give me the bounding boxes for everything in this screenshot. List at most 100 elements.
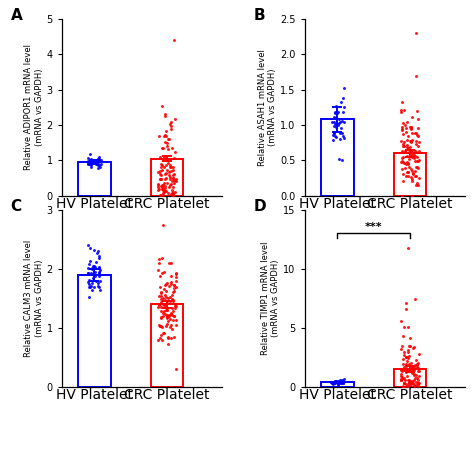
Point bbox=[409, 129, 416, 137]
Point bbox=[415, 360, 422, 367]
Bar bbox=[321, 119, 354, 196]
Point bbox=[162, 131, 169, 139]
Point bbox=[156, 322, 164, 330]
Point bbox=[160, 307, 167, 314]
Point bbox=[331, 109, 338, 116]
Point bbox=[399, 383, 407, 391]
Point bbox=[155, 185, 163, 193]
Point bbox=[412, 137, 419, 144]
Point bbox=[156, 168, 164, 175]
Point bbox=[409, 369, 416, 377]
Point bbox=[413, 360, 421, 368]
Point bbox=[329, 136, 337, 143]
Point bbox=[161, 187, 169, 195]
Point bbox=[338, 129, 346, 137]
Point bbox=[167, 180, 175, 188]
Point bbox=[397, 375, 405, 383]
Point bbox=[96, 155, 103, 163]
Point bbox=[336, 118, 344, 126]
Point bbox=[413, 179, 421, 187]
Point bbox=[412, 163, 420, 171]
Point bbox=[86, 160, 93, 168]
Point bbox=[406, 137, 414, 144]
Point bbox=[84, 157, 91, 165]
Text: A: A bbox=[10, 8, 22, 23]
Point bbox=[332, 134, 340, 141]
Point bbox=[157, 175, 165, 183]
Point bbox=[166, 294, 173, 301]
Point bbox=[159, 144, 166, 152]
Point bbox=[414, 380, 421, 388]
Point bbox=[404, 382, 411, 390]
Point bbox=[411, 172, 419, 180]
Point bbox=[94, 161, 101, 169]
Text: B: B bbox=[254, 8, 265, 23]
Point bbox=[93, 160, 100, 168]
Point bbox=[407, 379, 414, 387]
Point bbox=[159, 185, 166, 193]
Point bbox=[172, 176, 179, 184]
Bar bbox=[394, 370, 427, 387]
Point bbox=[399, 170, 407, 177]
Point bbox=[159, 255, 166, 262]
Point bbox=[156, 170, 164, 178]
Point bbox=[170, 188, 177, 195]
Point bbox=[415, 368, 422, 375]
Point bbox=[406, 379, 413, 387]
Point bbox=[162, 127, 170, 135]
Point bbox=[401, 165, 409, 172]
Point bbox=[95, 263, 103, 270]
Point bbox=[93, 158, 101, 166]
Point bbox=[328, 118, 336, 126]
Point bbox=[95, 270, 103, 277]
Point bbox=[338, 156, 346, 164]
Point bbox=[413, 374, 421, 381]
Point bbox=[406, 123, 413, 131]
Point bbox=[399, 367, 406, 375]
Point bbox=[331, 120, 338, 128]
Point bbox=[401, 366, 408, 374]
Point bbox=[414, 182, 421, 189]
Point bbox=[154, 169, 162, 176]
Point bbox=[155, 181, 162, 189]
Point bbox=[94, 282, 101, 289]
Point bbox=[399, 158, 406, 166]
Point bbox=[158, 269, 165, 277]
Point bbox=[414, 364, 421, 372]
Point bbox=[157, 292, 165, 299]
Point bbox=[327, 378, 335, 385]
Point bbox=[331, 122, 338, 129]
Point bbox=[415, 350, 423, 357]
Point bbox=[340, 84, 347, 92]
Point bbox=[408, 173, 415, 180]
Point bbox=[163, 306, 171, 313]
Point bbox=[406, 155, 413, 162]
Point bbox=[94, 250, 101, 257]
Point bbox=[331, 110, 338, 117]
Point bbox=[398, 365, 405, 373]
Point bbox=[165, 156, 173, 163]
Point bbox=[154, 337, 162, 344]
Point bbox=[330, 379, 337, 387]
Point bbox=[92, 278, 100, 285]
Point bbox=[169, 308, 177, 315]
Y-axis label: Relative TIMP1 mRNA level
(mRNA vs GAPDH): Relative TIMP1 mRNA level (mRNA vs GAPDH… bbox=[261, 242, 281, 355]
Point bbox=[413, 131, 420, 139]
Point bbox=[404, 144, 412, 152]
Point bbox=[91, 263, 99, 270]
Point bbox=[157, 182, 165, 189]
Point bbox=[94, 158, 102, 165]
Point bbox=[412, 181, 419, 188]
Point bbox=[89, 265, 96, 272]
Point bbox=[168, 192, 175, 199]
Point bbox=[330, 378, 337, 386]
Point bbox=[330, 379, 337, 387]
Point bbox=[173, 277, 180, 285]
Point bbox=[165, 171, 173, 178]
Point bbox=[157, 295, 165, 303]
Point bbox=[155, 186, 162, 194]
Point bbox=[159, 323, 166, 331]
Point bbox=[172, 283, 180, 290]
Point bbox=[158, 183, 165, 190]
Point bbox=[401, 348, 408, 356]
